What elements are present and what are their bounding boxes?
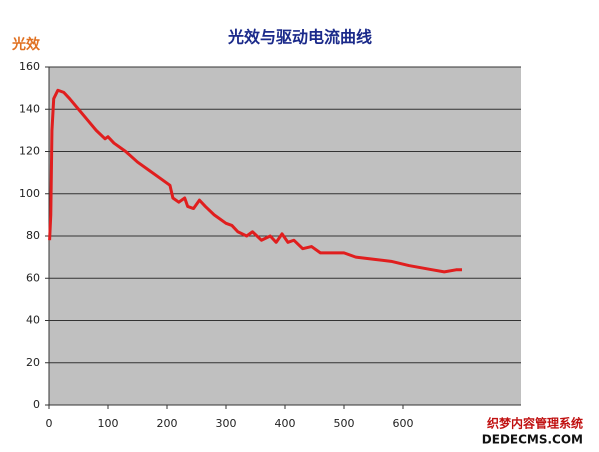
chart-title: 光效与驱动电流曲线: [227, 28, 372, 47]
y-tick-label: 120: [19, 145, 40, 158]
watermark: DEDECMS.COM: [482, 433, 583, 447]
x-tick-label: 500: [334, 417, 355, 430]
x-tick-label: 200: [157, 417, 178, 430]
y-tick-label: 80: [26, 229, 40, 242]
x-tick-label: 400: [275, 417, 296, 430]
x-tick-label: 600: [393, 417, 414, 430]
x-tick-label: 100: [98, 417, 119, 430]
y-tick-label: 0: [33, 398, 40, 411]
y-tick-label: 20: [26, 356, 40, 369]
y-tick-label: 60: [26, 271, 40, 284]
y-tick-label: 140: [19, 102, 40, 115]
watermark: 织梦内容管理系统: [487, 416, 583, 431]
y-tick-label: 160: [19, 60, 40, 73]
y-axis-label: 光效: [11, 36, 41, 53]
y-tick-label: 100: [19, 187, 40, 200]
y-tick-label: 40: [26, 314, 40, 327]
x-tick-label: 0: [46, 417, 53, 430]
data-line: [48, 88, 462, 274]
x-tick-label: 300: [216, 417, 237, 430]
